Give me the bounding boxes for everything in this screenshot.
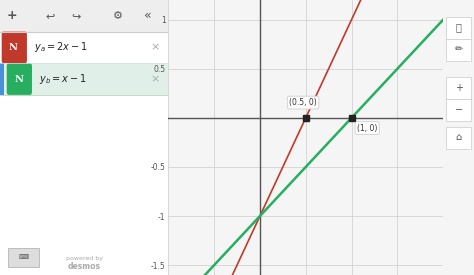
- Bar: [447, 16, 471, 38]
- Bar: [447, 126, 471, 148]
- Text: ↩: ↩: [46, 11, 55, 21]
- Text: 🔧: 🔧: [456, 23, 462, 32]
- Text: N: N: [9, 43, 18, 52]
- Text: powered by: powered by: [65, 256, 103, 261]
- Text: ×: ×: [150, 42, 159, 53]
- Text: ⚙: ⚙: [113, 11, 123, 21]
- Bar: [9, 248, 39, 267]
- Text: (1, 0): (1, 0): [357, 124, 377, 133]
- Text: ×: ×: [150, 74, 159, 84]
- Text: desmos: desmos: [68, 262, 100, 271]
- FancyBboxPatch shape: [2, 32, 27, 63]
- FancyBboxPatch shape: [7, 63, 32, 95]
- Text: «: «: [144, 9, 152, 22]
- Text: N: N: [15, 75, 24, 84]
- Bar: [447, 77, 471, 99]
- Bar: [447, 39, 471, 60]
- Text: ↪: ↪: [71, 11, 81, 21]
- Text: ⌨: ⌨: [18, 254, 28, 260]
- Bar: [0, 63, 168, 95]
- Text: ⌂: ⌂: [456, 133, 462, 142]
- Text: +: +: [455, 83, 463, 93]
- Bar: [0, 63, 4, 95]
- Text: (0.5, 0): (0.5, 0): [289, 98, 317, 107]
- Bar: [0, 32, 168, 63]
- Bar: [0, 95, 168, 275]
- Text: $y_a = 2x - 1$: $y_a = 2x - 1$: [34, 40, 87, 54]
- Text: ✏: ✏: [455, 45, 463, 54]
- Text: −: −: [455, 105, 463, 115]
- Bar: [447, 99, 471, 121]
- Text: $y_b = x - 1$: $y_b = x - 1$: [39, 72, 86, 86]
- Text: +: +: [7, 9, 17, 22]
- Bar: [0, 0, 168, 32]
